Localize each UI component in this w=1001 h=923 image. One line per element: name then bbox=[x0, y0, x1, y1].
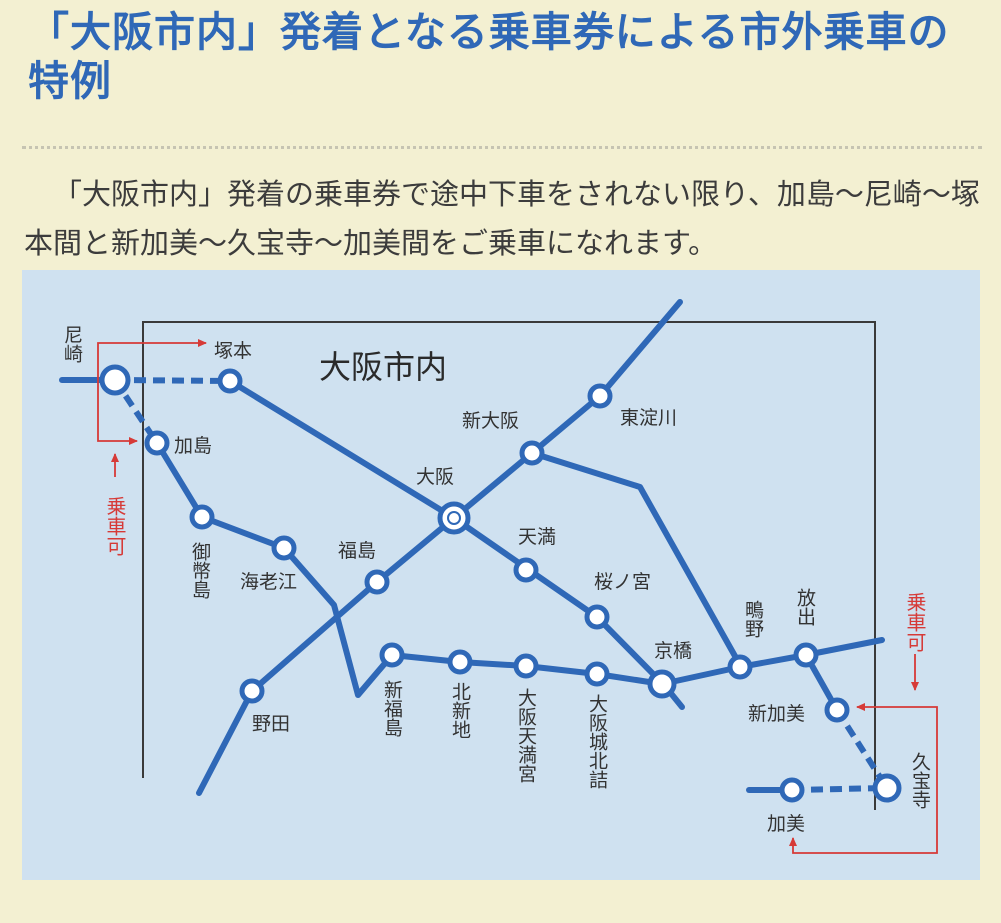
label-hanaten: 放出 bbox=[794, 588, 816, 626]
dashed-kyuhoji-kami bbox=[791, 785, 888, 793]
arrow-to-tsukamoto bbox=[97, 339, 207, 412]
label-kyuhoji: 久宝寺 bbox=[909, 752, 931, 809]
boarding-note-right: 乗車可 bbox=[903, 592, 927, 652]
station-ebie bbox=[271, 535, 297, 561]
station-osakatemmangu bbox=[513, 653, 539, 679]
label-ebie: 海老江 bbox=[240, 571, 297, 593]
intro-text: 「大阪市内」発着の乗車券で途中下車をされない限り、加島～尼崎～塚本間と新加美～久… bbox=[24, 177, 980, 260]
station-fukushima bbox=[364, 569, 390, 595]
label-fukushima: 福島 bbox=[338, 540, 376, 562]
station-labels: 塚本 加島 海老江 福島 野田 大阪 新大阪 東淀川 天満 桜ノ宮 京橋 新加美… bbox=[174, 340, 805, 835]
station-shin-osaka bbox=[519, 440, 545, 466]
station-sakuranomiya bbox=[584, 604, 610, 630]
label-amagasaki: 尼崎 bbox=[61, 325, 83, 363]
label-osaka: 大阪 bbox=[416, 466, 454, 488]
station-kami bbox=[779, 777, 805, 803]
label-kashima: 加島 bbox=[174, 435, 212, 457]
station-kyuhoji bbox=[872, 773, 902, 803]
label-kitashinchi: 北新地 bbox=[449, 682, 471, 739]
arrow-to-shinkami bbox=[856, 703, 938, 810]
line-osaka-higashi bbox=[529, 450, 743, 668]
city-boundary bbox=[142, 321, 876, 810]
divider bbox=[22, 146, 982, 149]
route-map: 大阪市内 塚本 加島 海老江 福島 野田 大阪 新大阪 東淀川 天満 桜ノ宮 京… bbox=[22, 270, 980, 880]
label-shigino: 鴫野 bbox=[742, 600, 764, 638]
station-shigino bbox=[727, 654, 753, 680]
label-osakatemmangu: 大阪天満宮 bbox=[515, 688, 537, 783]
station-kyobashi bbox=[647, 669, 677, 699]
arrow-to-kami bbox=[789, 810, 938, 854]
label-osakajokitazume: 大阪城北詰 bbox=[586, 694, 608, 789]
label-temma: 天満 bbox=[518, 526, 556, 548]
label-noda: 野田 bbox=[252, 713, 290, 735]
dashed-shinkami-kyuhoji bbox=[834, 708, 890, 790]
label-shin-osaka: 新大阪 bbox=[462, 410, 519, 432]
label-sakuranomiya: 桜ノ宮 bbox=[594, 571, 651, 593]
dashed-amagasaki-kashima bbox=[112, 378, 160, 445]
label-tsukamoto: 塚本 bbox=[214, 340, 252, 362]
station-higashi-yodogawa bbox=[587, 383, 613, 409]
city-area-label: 大阪市内 bbox=[319, 348, 447, 386]
station-mitejima bbox=[189, 504, 215, 530]
station-noda bbox=[239, 678, 265, 704]
label-mitejima: 御幣島 bbox=[189, 542, 211, 600]
station-amagasaki bbox=[99, 364, 131, 396]
boarding-arrows bbox=[97, 339, 938, 854]
arrow-to-kashima bbox=[97, 412, 138, 445]
dashed-amagasaki-tsukamoto bbox=[114, 377, 231, 384]
station-labels-vertical: 尼崎 御幣島 鴫野 放出 久宝寺 新福島 北新地 大阪天満宮 大阪城北詰 乗車可… bbox=[61, 325, 931, 809]
station-shin-kami bbox=[824, 697, 850, 723]
page-title: 「大阪市内」発着となる乗車券による市外乗車の特例 bbox=[28, 8, 950, 105]
boarding-note-left: 乗車可 bbox=[103, 496, 127, 556]
label-kyobashi: 京橋 bbox=[654, 640, 692, 662]
label-higashi-yodogawa: 東淀川 bbox=[620, 407, 677, 429]
station-osaka-inner bbox=[447, 511, 461, 525]
label-shin-kami: 新加美 bbox=[748, 703, 805, 725]
station-osakajokitazume bbox=[584, 661, 610, 687]
station-kitashinchi bbox=[447, 649, 473, 675]
station-kashima bbox=[144, 430, 170, 456]
route-map-svg: 大阪市内 塚本 加島 海老江 福島 野田 大阪 新大阪 東淀川 天満 桜ノ宮 京… bbox=[59, 299, 938, 854]
station-shin-fukushima bbox=[379, 642, 405, 668]
exception-sections bbox=[112, 377, 890, 793]
label-shin-fukushima: 新福島 bbox=[381, 680, 403, 738]
label-kami: 加美 bbox=[767, 813, 805, 835]
stations bbox=[99, 364, 902, 803]
station-hanaten bbox=[793, 642, 819, 668]
station-tsukamoto bbox=[217, 368, 243, 394]
station-temma bbox=[513, 557, 539, 583]
